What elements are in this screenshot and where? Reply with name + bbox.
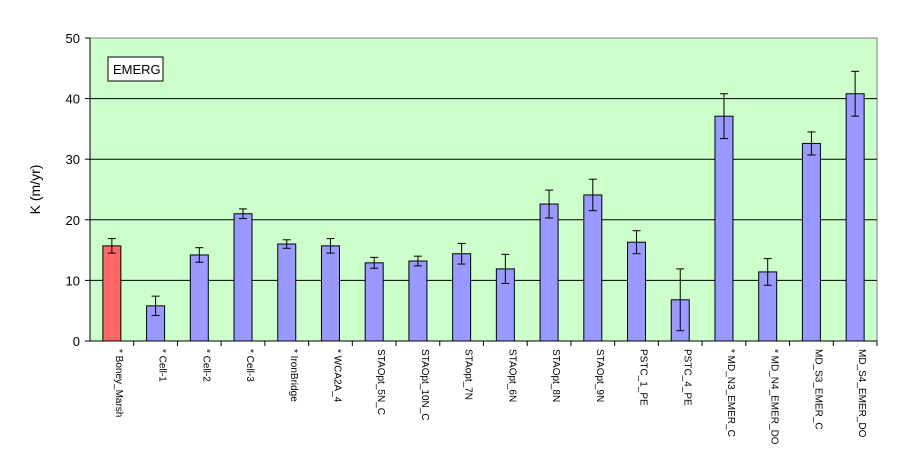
bar (627, 241, 647, 342)
gridlines (90, 98, 877, 281)
bar (583, 194, 603, 342)
y-tick-label: 20 (66, 213, 80, 228)
bar (452, 253, 472, 342)
x-tick-label: * WCA2A_4 (331, 349, 342, 403)
bar (845, 93, 865, 342)
x-tick-label: * Cell-1 (157, 349, 168, 382)
bar (233, 213, 253, 342)
x-tick-label: PSTC_1_PE (638, 349, 649, 406)
x-tick-label: PSTC_4_PE (681, 349, 692, 406)
annotation-box: EMERG (107, 56, 164, 82)
x-tick-label: * Boney_Marsh (113, 349, 124, 417)
y-tick-label: 0 (73, 334, 80, 349)
x-tick-label: MD_S4_EMER_DO (856, 349, 867, 438)
y-tick-label: 10 (66, 273, 80, 288)
x-axis-ticks: * Boney_Marsh * Cell-1 * Cell-2 * Cell-3 * I… (113, 341, 878, 445)
bar (189, 254, 209, 342)
x-tick-label: * Cell-2 (200, 349, 211, 382)
x-tick-label: STAOpt_5N_C (375, 349, 386, 415)
y-tick-label: 50 (66, 31, 80, 46)
bar (801, 142, 821, 342)
bar (539, 203, 559, 342)
error-bars (107, 70, 860, 332)
x-tick-label: * Cell-3 (244, 349, 255, 382)
bar (102, 245, 122, 342)
bar (277, 243, 297, 342)
y-tick-label: 30 (66, 152, 80, 167)
x-tick-label: * IronBridge (288, 349, 299, 402)
x-tick-label: * MD_N3_EMER_C (725, 349, 736, 437)
bar (714, 115, 734, 342)
x-tick-label: STAOpt_10N_C (419, 349, 430, 421)
annotation-frame (107, 56, 164, 82)
x-tick-label: STAOpt_8N (550, 349, 561, 402)
x-tick-label: MD_S3_EMER_C (812, 349, 823, 430)
x-tick-label: STAOpt_9N (594, 349, 605, 402)
y-tick-label: 40 (66, 92, 80, 107)
bar (320, 245, 340, 342)
plot-area (89, 37, 878, 342)
x-tick-label: * MD_N4_EMER_DO (769, 349, 780, 445)
y-axis-label: K (m/yr) (27, 165, 43, 215)
bar (408, 260, 428, 342)
annotation-label: EMERG (113, 62, 161, 77)
bar (364, 262, 384, 342)
x-tick-label: STAopt_7N (463, 349, 474, 400)
x-tick-label: STAOpt_6N (506, 349, 517, 402)
